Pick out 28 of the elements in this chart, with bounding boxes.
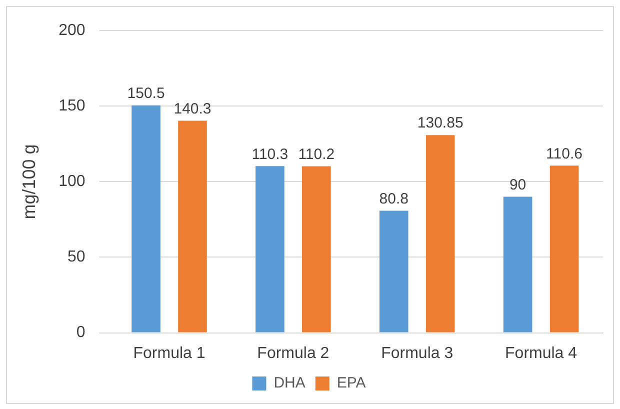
x-tick-label: Formula 4 — [505, 344, 578, 362]
legend-label: EPA — [336, 374, 366, 392]
y-tick-label: 50 — [68, 248, 86, 266]
data-label: 150.5 — [127, 85, 165, 102]
x-tick-label: Formula 1 — [133, 344, 206, 362]
y-tick-label: 0 — [76, 324, 86, 342]
data-label: 110.2 — [298, 146, 335, 163]
x-tick-label: Formula 2 — [257, 344, 330, 362]
bar — [178, 120, 207, 332]
bar — [302, 166, 331, 332]
y-tick-label: 150 — [58, 98, 86, 115]
y-tick-label: 100 — [58, 173, 86, 190]
data-label: 140.3 — [174, 100, 212, 118]
bar — [379, 210, 408, 332]
y-tick-label: 200 — [58, 22, 86, 40]
bar — [256, 166, 284, 332]
y-axis-title: mg/100 g — [18, 144, 39, 220]
bar — [550, 166, 579, 332]
data-label: 90 — [509, 176, 526, 194]
data-label: 110.3 — [252, 146, 288, 163]
bar — [503, 196, 532, 332]
bar — [132, 105, 160, 332]
data-label: 130.85 — [417, 114, 464, 132]
data-label: 110.6 — [546, 145, 582, 162]
bar — [426, 135, 455, 332]
legend-label: DHA — [274, 374, 306, 392]
data-label: 80.8 — [379, 190, 408, 208]
x-tick-label: Formula 3 — [381, 344, 454, 362]
